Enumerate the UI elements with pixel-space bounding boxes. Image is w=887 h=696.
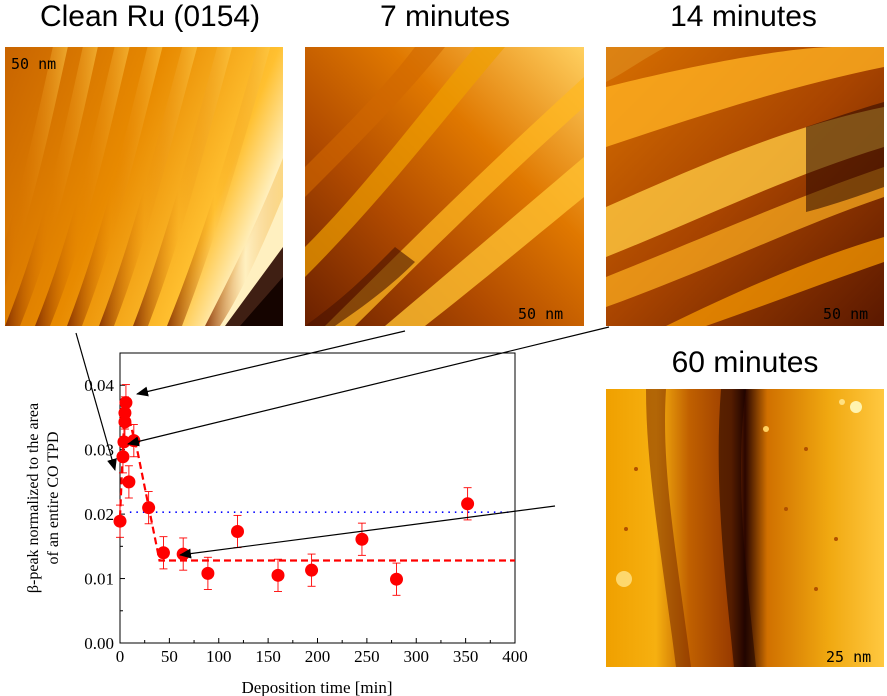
- arrow-7min: [137, 331, 405, 394]
- arrow-60min: [180, 506, 555, 555]
- arrow-clean: [76, 333, 115, 470]
- arrow-14min: [128, 327, 609, 444]
